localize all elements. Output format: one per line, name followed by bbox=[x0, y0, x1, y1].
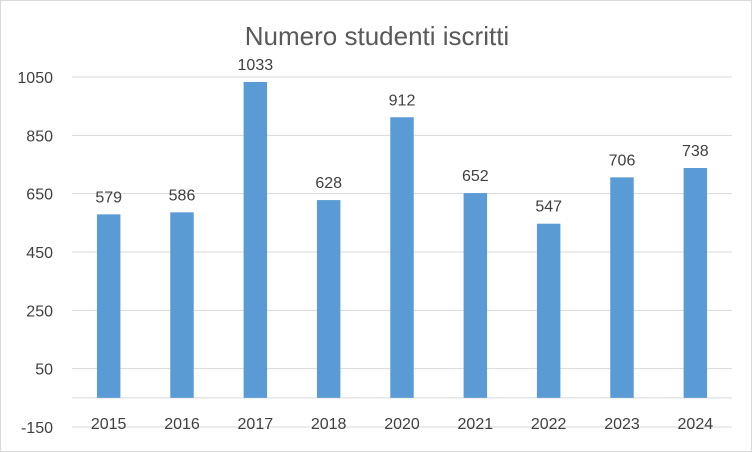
x-tick-label: 2023 bbox=[604, 416, 640, 433]
bar-2016 bbox=[170, 212, 194, 398]
data-label-2018: 628 bbox=[315, 175, 342, 192]
data-label-2015: 579 bbox=[95, 189, 122, 206]
bar-2015 bbox=[96, 214, 121, 398]
x-tick-label: 2024 bbox=[678, 416, 714, 433]
data-label-2020: 912 bbox=[389, 92, 416, 109]
chart-title: Numero studenti iscritti bbox=[245, 21, 509, 51]
y-tick-label: -150 bbox=[21, 420, 53, 437]
data-label-2023: 706 bbox=[609, 152, 636, 169]
data-label-2016: 586 bbox=[169, 187, 196, 204]
data-labels: 579 586 1033 628 912 652 547 706 738 bbox=[95, 57, 708, 216]
x-tick-label: 2015 bbox=[91, 416, 127, 433]
x-tick-label: 2021 bbox=[458, 416, 494, 433]
bar-2024 bbox=[683, 168, 708, 398]
y-tick-label: 1050 bbox=[17, 70, 53, 87]
bar-2023 bbox=[610, 177, 634, 398]
y-tick-label: 250 bbox=[26, 303, 53, 320]
data-label-2021: 652 bbox=[462, 168, 489, 185]
x-tick-label: 2020 bbox=[384, 416, 420, 433]
data-label-2024: 738 bbox=[682, 143, 709, 160]
bar-2021 bbox=[463, 193, 488, 398]
y-axis-ticks: -150 50 250 450 650 850 1050 bbox=[17, 70, 53, 437]
y-tick-label: 850 bbox=[26, 128, 53, 145]
y-tick-label: 50 bbox=[35, 362, 53, 379]
y-tick-label: 650 bbox=[26, 187, 53, 204]
bar-2020 bbox=[390, 117, 414, 398]
bar-2022 bbox=[536, 223, 561, 398]
x-tick-label: 2018 bbox=[311, 416, 347, 433]
data-label-2017: 1033 bbox=[238, 57, 274, 74]
bar-2018 bbox=[316, 200, 341, 398]
x-tick-label: 2022 bbox=[531, 416, 567, 433]
bars bbox=[96, 81, 708, 398]
data-label-2022: 547 bbox=[535, 199, 562, 216]
y-tick-label: 450 bbox=[26, 245, 53, 262]
bar-2017 bbox=[243, 81, 268, 398]
x-tick-label: 2017 bbox=[238, 416, 274, 433]
x-tick-label: 2016 bbox=[164, 416, 200, 433]
x-axis-ticks: 2015 2016 2017 2018 2020 2021 2022 2023 2024 bbox=[91, 416, 713, 433]
